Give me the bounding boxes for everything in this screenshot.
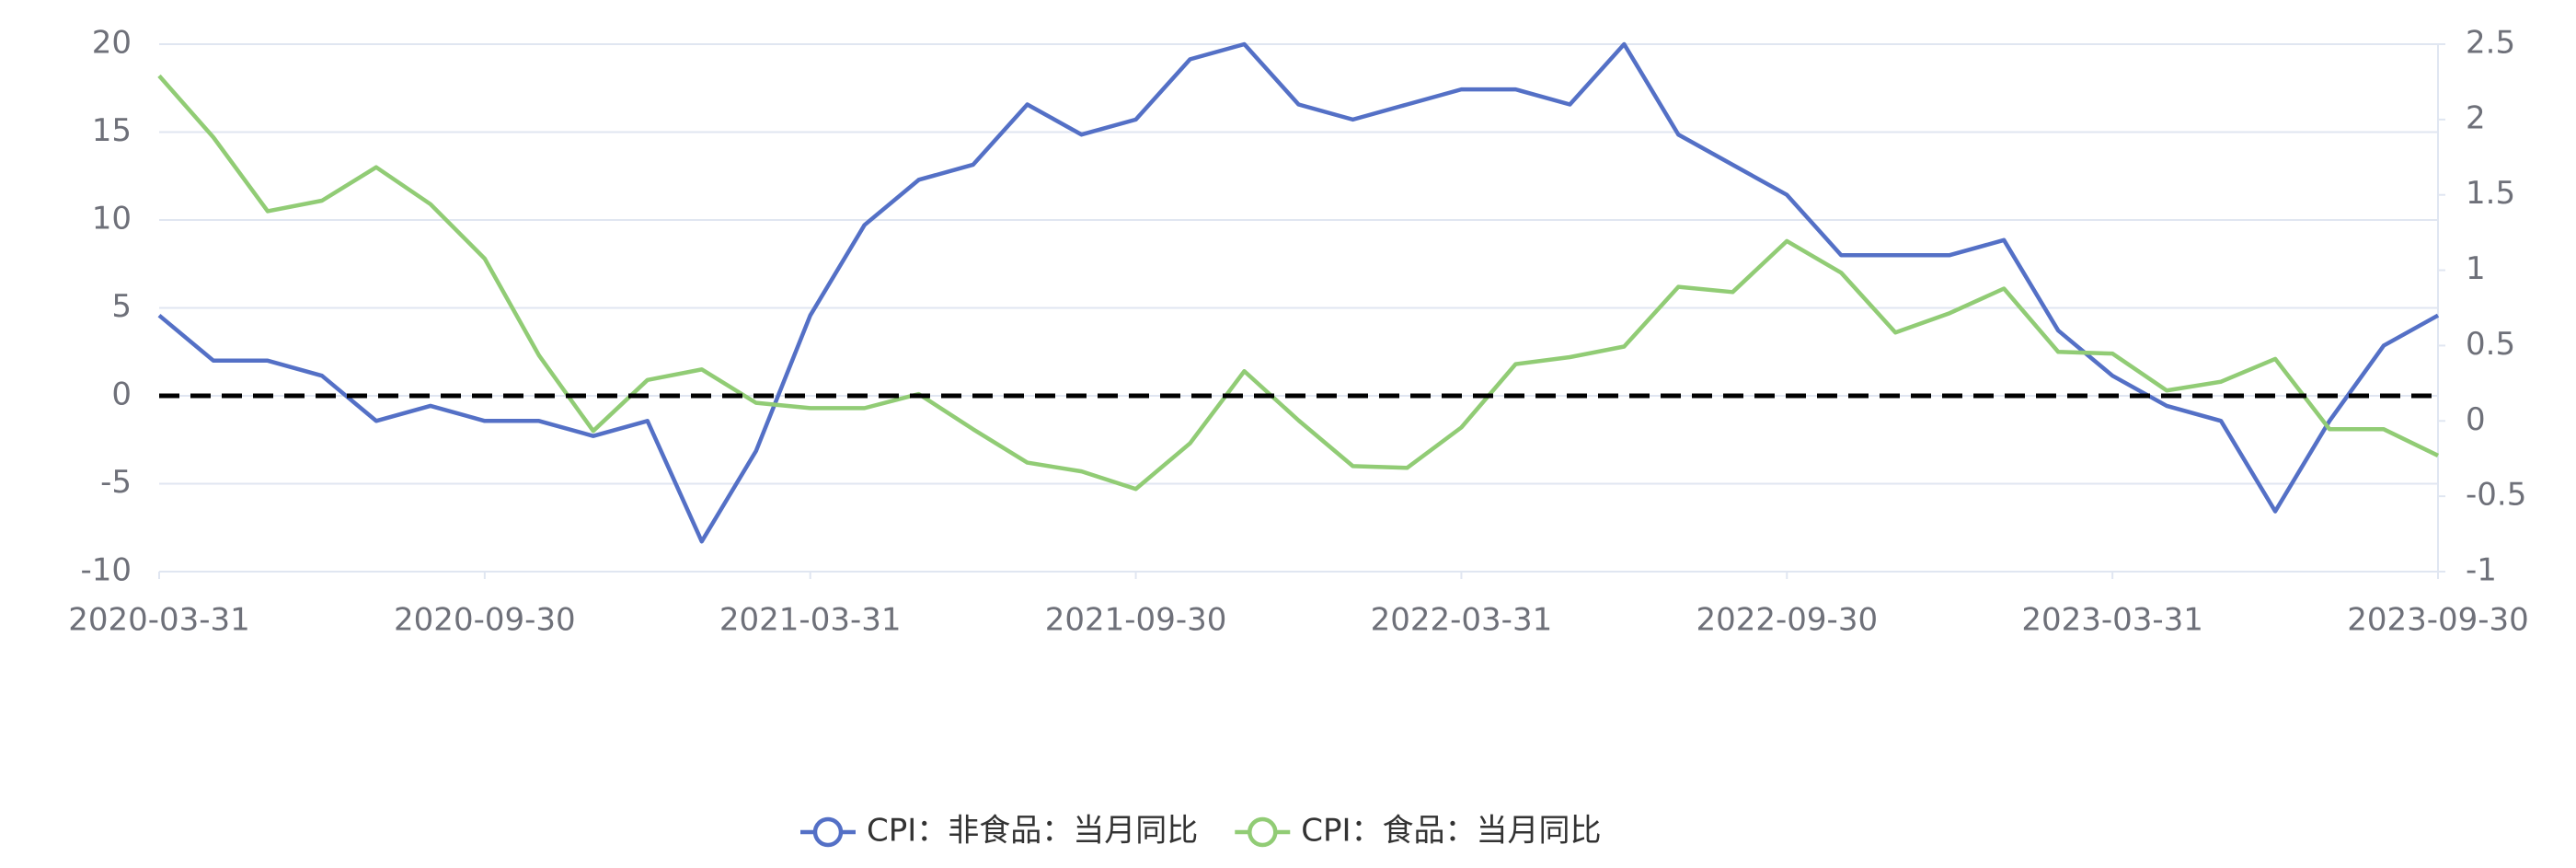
- y-tick-label: 5: [111, 288, 132, 325]
- legend-label: CPI：非食品：当月同比: [867, 813, 1198, 850]
- y-tick-label: 20: [92, 25, 132, 62]
- x-tick-label: 2023-09-30: [2347, 602, 2529, 639]
- x-tick-label: 2021-03-31: [719, 602, 902, 639]
- y-tick-label: 10: [92, 201, 132, 237]
- y-tick-label: 15: [92, 112, 132, 149]
- x-tick-label: 2023-03-31: [2021, 602, 2203, 639]
- legend-label: CPI：食品：当月同比: [1301, 813, 1601, 850]
- legend-icon: [812, 816, 844, 848]
- y2-tick-label: 1.5: [2466, 175, 2515, 212]
- x-tick-label: 2020-09-30: [394, 602, 576, 639]
- y2-tick-label: -1: [2466, 552, 2497, 589]
- y2-tick-label: 2.5: [2466, 25, 2515, 62]
- y-tick-label: -10: [80, 552, 132, 589]
- series-line: [157, 41, 2440, 544]
- y2-tick-label: -0.5: [2466, 477, 2526, 514]
- x-tick-label: 2020-03-31: [68, 602, 250, 639]
- y2-tick-label: 0: [2466, 401, 2486, 438]
- series-line: [157, 74, 2439, 492]
- x-tick-label: 2021-09-30: [1045, 602, 1227, 639]
- y2-tick-label: 0.5: [2466, 326, 2515, 363]
- y-tick-label: 0: [111, 376, 132, 413]
- x-tick-label: 2022-09-30: [1696, 602, 1878, 639]
- y2-tick-label: 2: [2466, 99, 2486, 136]
- y2-tick-label: 1: [2466, 250, 2486, 287]
- x-tick-label: 2022-03-31: [1371, 602, 1553, 639]
- y-tick-label: -5: [100, 464, 132, 501]
- legend-icon: [1248, 816, 1278, 848]
